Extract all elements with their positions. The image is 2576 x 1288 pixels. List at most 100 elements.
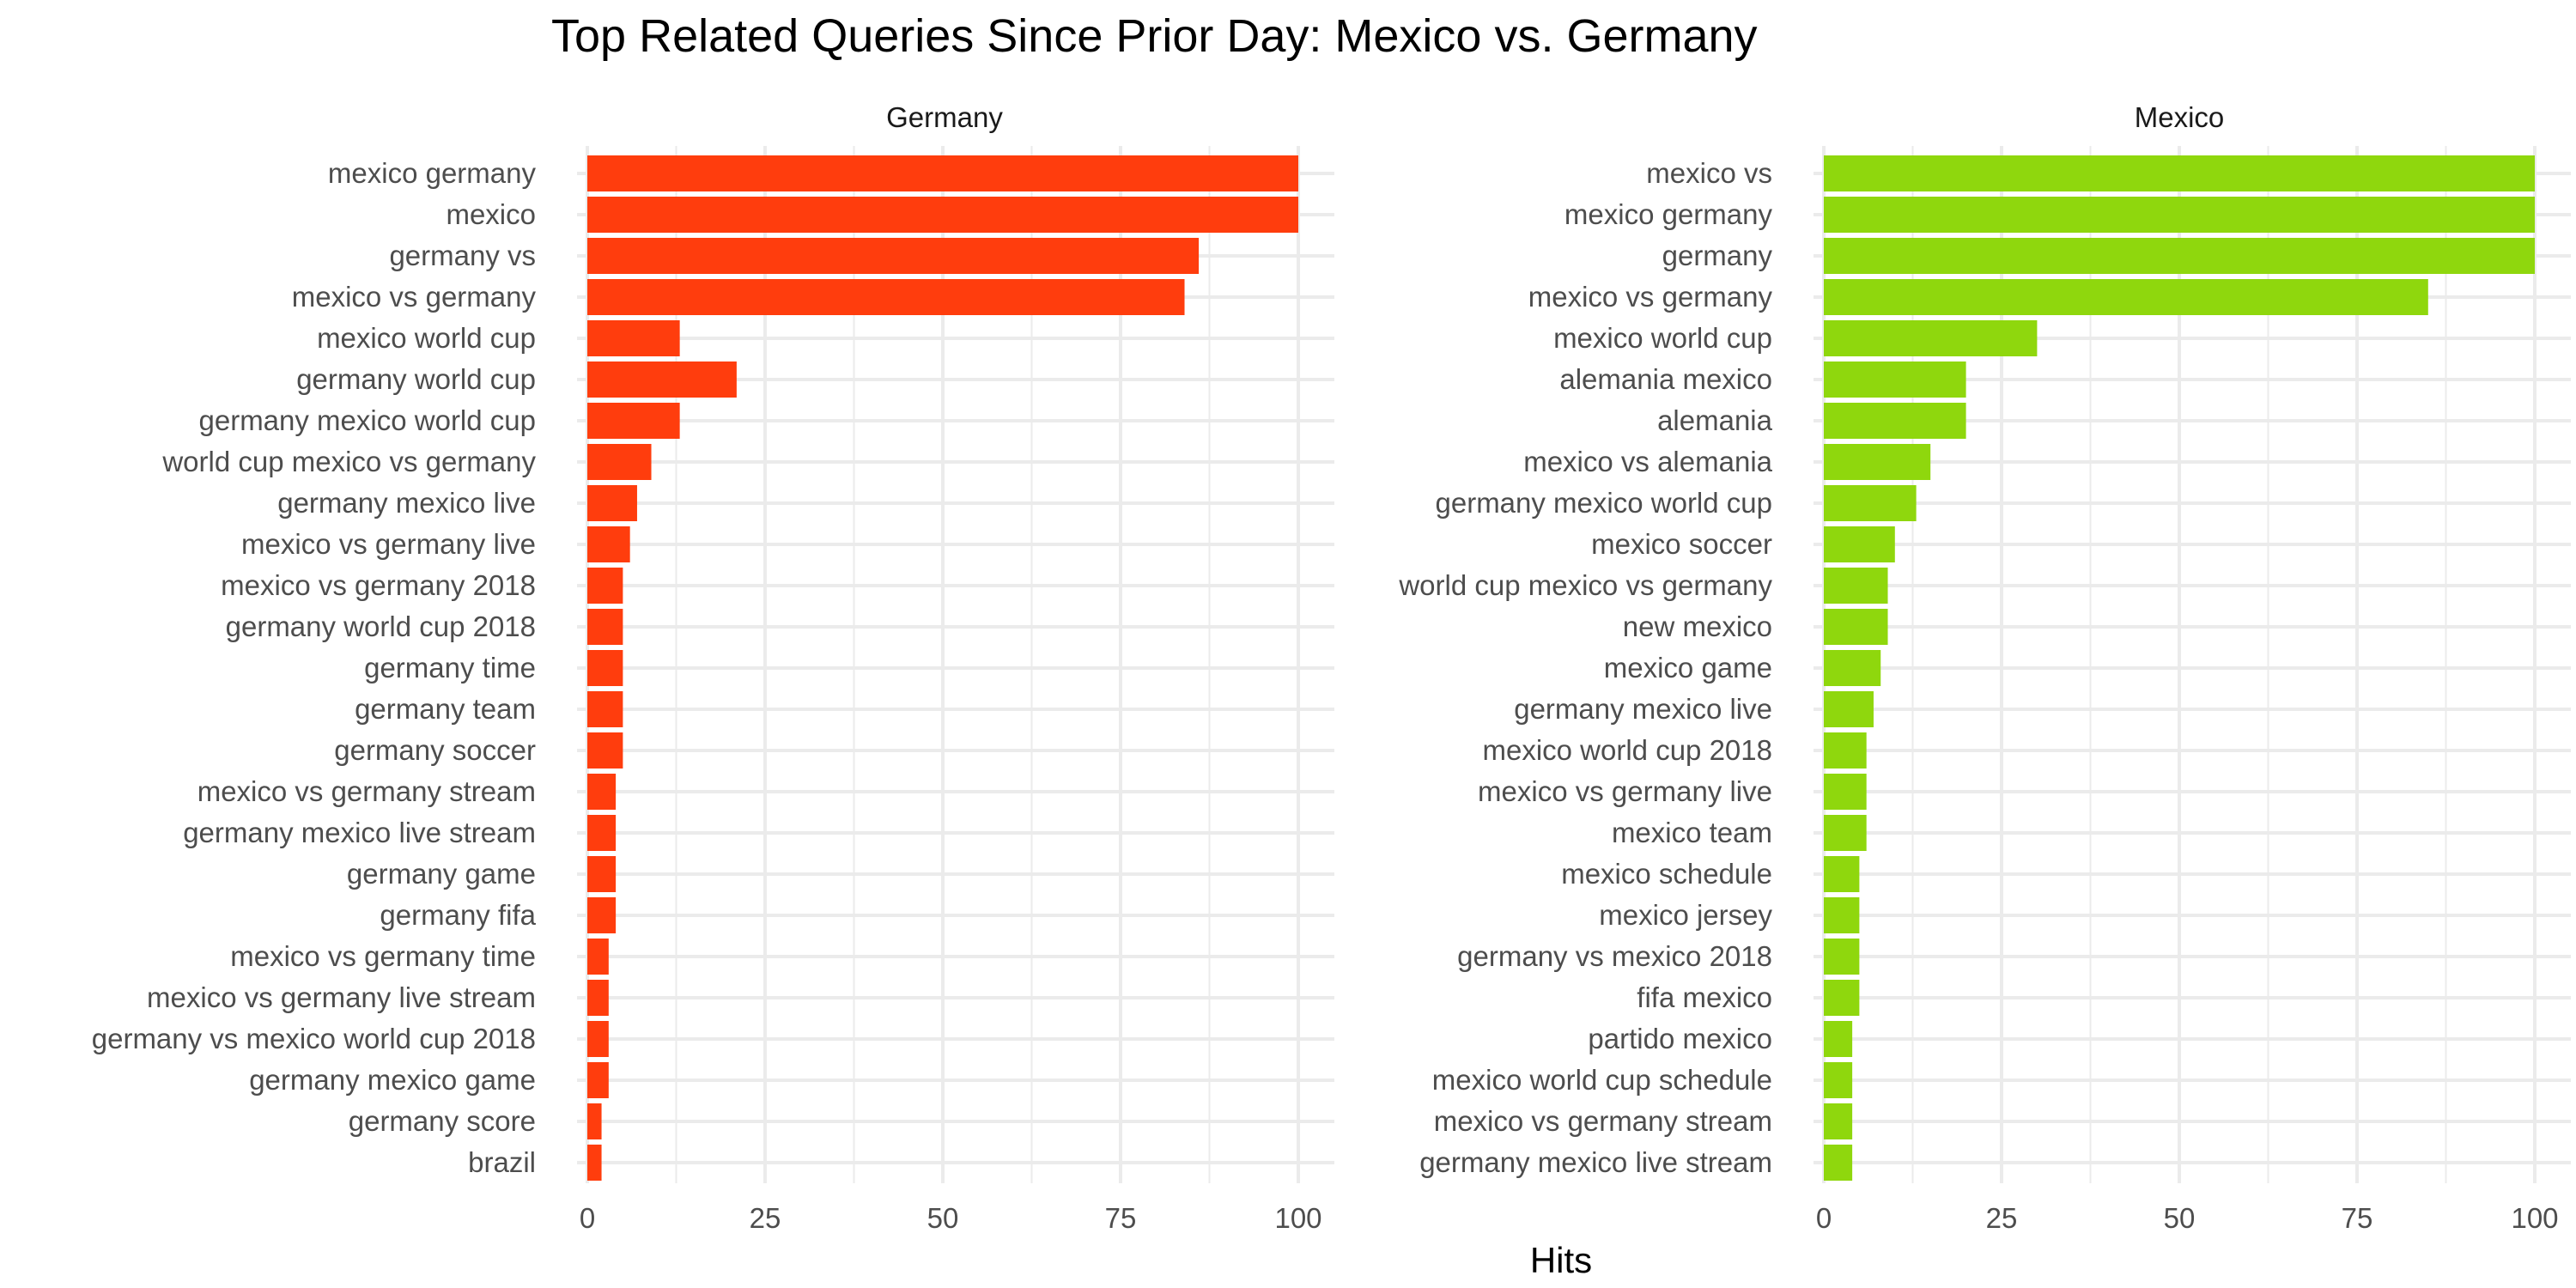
category-label: germany game bbox=[347, 858, 536, 890]
category-label: alemania mexico bbox=[1559, 363, 1772, 395]
category-label: germany mexico live stream bbox=[183, 817, 536, 848]
facet-panel-germany: mexico germany mexico germany vs mexico vs … bbox=[92, 101, 1334, 1234]
bar-mexico-world-cup-2018 bbox=[1824, 732, 1867, 769]
bar-brazil bbox=[587, 1145, 602, 1181]
x-tick-label: 75 bbox=[2342, 1202, 2373, 1234]
bar-mexico-vs-germany bbox=[1824, 279, 2428, 315]
bar-mexico-world-cup bbox=[1824, 320, 2038, 356]
category-label: mexico germany bbox=[1564, 198, 1773, 230]
category-label: mexico vs germany live bbox=[1478, 775, 1772, 807]
x-tick-label: 100 bbox=[2511, 1202, 2558, 1234]
bar-mexico-vs-germany bbox=[587, 279, 1185, 315]
category-label: fifa mexico bbox=[1637, 981, 1772, 1013]
category-label: mexico vs germany 2018 bbox=[221, 569, 536, 601]
bar-mexico-vs-germany-stream bbox=[1824, 1103, 1853, 1139]
category-label: mexico team bbox=[1612, 817, 1772, 848]
bar-germany-world-cup bbox=[587, 361, 737, 398]
bar-germany bbox=[1824, 238, 2535, 274]
category-label: mexico bbox=[446, 198, 536, 230]
x-tick-label: 50 bbox=[927, 1202, 959, 1234]
category-label: mexico game bbox=[1604, 652, 1772, 683]
facet-panels: mexico germany mexico germany vs mexico vs … bbox=[92, 101, 2571, 1234]
category-label: alemania bbox=[1657, 404, 1773, 436]
category-label: germany mexico live bbox=[277, 487, 536, 519]
bar-germany-team bbox=[587, 691, 623, 727]
facet-strip-label: Germany bbox=[886, 101, 1003, 133]
bar-germany-score bbox=[587, 1103, 602, 1139]
category-label: mexico vs germany stream bbox=[1434, 1105, 1772, 1137]
category-label: mexico vs germany bbox=[1528, 281, 1773, 313]
bar-germany-mexico-live bbox=[587, 485, 637, 521]
category-label: mexico vs bbox=[1646, 157, 1772, 189]
bar-mexico-schedule bbox=[1824, 856, 1860, 892]
bar-mexico-vs-germany-live-stream bbox=[587, 980, 609, 1016]
category-label: partido mexico bbox=[1588, 1023, 1772, 1054]
category-label: mexico world cup 2018 bbox=[1482, 734, 1772, 766]
bar-germany-vs-mexico-2018 bbox=[1824, 939, 1860, 975]
bar-mexico-world-cup-schedule bbox=[1824, 1062, 1853, 1098]
x-tick-label: 0 bbox=[1816, 1202, 1832, 1234]
category-label: germany vs bbox=[389, 240, 536, 271]
bar-germany-mexico-live-stream bbox=[1824, 1145, 1853, 1181]
category-label: germany mexico live stream bbox=[1419, 1146, 1772, 1178]
bar-germany-soccer bbox=[587, 732, 623, 769]
facet-strip-label: Mexico bbox=[2135, 101, 2225, 133]
category-label: mexico vs alemania bbox=[1523, 446, 1772, 477]
x-tick-label: 25 bbox=[750, 1202, 781, 1234]
x-tick-label: 0 bbox=[580, 1202, 595, 1234]
category-label: germany world cup 2018 bbox=[226, 611, 536, 642]
bar-mexico-vs-germany-time bbox=[587, 939, 609, 975]
category-label: germany team bbox=[355, 693, 536, 725]
bar-germany-mexico-world-cup bbox=[1824, 485, 1917, 521]
category-label: world cup mexico vs germany bbox=[161, 446, 536, 477]
category-label: germany vs mexico world cup 2018 bbox=[92, 1023, 536, 1054]
category-label: mexico vs germany bbox=[292, 281, 537, 313]
category-label: germany fifa bbox=[380, 899, 536, 931]
bar-mexico-vs-germany-stream bbox=[587, 774, 617, 810]
category-label: germany mexico live bbox=[1514, 693, 1772, 725]
bar-germany-fifa bbox=[587, 897, 617, 933]
x-axis-label: Hits bbox=[1530, 1240, 1592, 1280]
x-tick-label: 25 bbox=[1986, 1202, 2018, 1234]
category-label: new mexico bbox=[1623, 611, 1772, 642]
chart-title: Top Related Queries Since Prior Day: Mex… bbox=[551, 10, 1758, 62]
bar-germany-mexico-game bbox=[587, 1062, 609, 1098]
bar-mexico-jersey bbox=[1824, 897, 1860, 933]
bar-mexico-vs-germany-live bbox=[587, 526, 630, 562]
category-label: mexico soccer bbox=[1591, 528, 1772, 560]
bar-world-cup-mexico-vs-germany bbox=[587, 444, 652, 480]
x-tick-label: 75 bbox=[1105, 1202, 1137, 1234]
category-label: germany bbox=[1662, 240, 1773, 271]
facet-panel-mexico: mexico vs mexico germany germany mexico vs … bbox=[1398, 101, 2571, 1234]
category-label: mexico vs germany time bbox=[230, 940, 536, 972]
bar-germany-vs bbox=[587, 238, 1200, 274]
category-label: mexico schedule bbox=[1561, 858, 1772, 890]
category-label: mexico germany bbox=[328, 157, 537, 189]
bar-germany-mexico-world-cup bbox=[587, 403, 680, 439]
bar-mexico-vs-alemania bbox=[1824, 444, 1931, 480]
bar-germany-mexico-live-stream bbox=[587, 815, 617, 851]
bar-mexico-germany bbox=[1824, 197, 2535, 233]
bar-germany-world-cup-2018 bbox=[587, 609, 623, 645]
bar-alemania-mexico bbox=[1824, 361, 1966, 398]
x-tick-label: 100 bbox=[1274, 1202, 1321, 1234]
category-label: germany mexico game bbox=[249, 1064, 536, 1096]
bar-mexico-team bbox=[1824, 815, 1867, 851]
category-label: mexico vs germany live stream bbox=[147, 981, 536, 1013]
category-label: germany mexico world cup bbox=[1436, 487, 1773, 519]
category-label: mexico jersey bbox=[1599, 899, 1772, 931]
category-label: germany soccer bbox=[334, 734, 536, 766]
bar-germany-game bbox=[587, 856, 617, 892]
bar-mexico-vs bbox=[1824, 155, 2535, 191]
category-label: world cup mexico vs germany bbox=[1398, 569, 1772, 601]
category-label: germany score bbox=[349, 1105, 536, 1137]
bar-mexico-soccer bbox=[1824, 526, 1895, 562]
category-label: brazil bbox=[468, 1146, 536, 1178]
bar-mexico bbox=[587, 197, 1298, 233]
bar-mexico-vs-germany-2018 bbox=[587, 568, 623, 604]
bar-mexico-game bbox=[1824, 650, 1881, 686]
category-label: germany world cup bbox=[296, 363, 536, 395]
category-label: mexico world cup bbox=[317, 322, 536, 354]
